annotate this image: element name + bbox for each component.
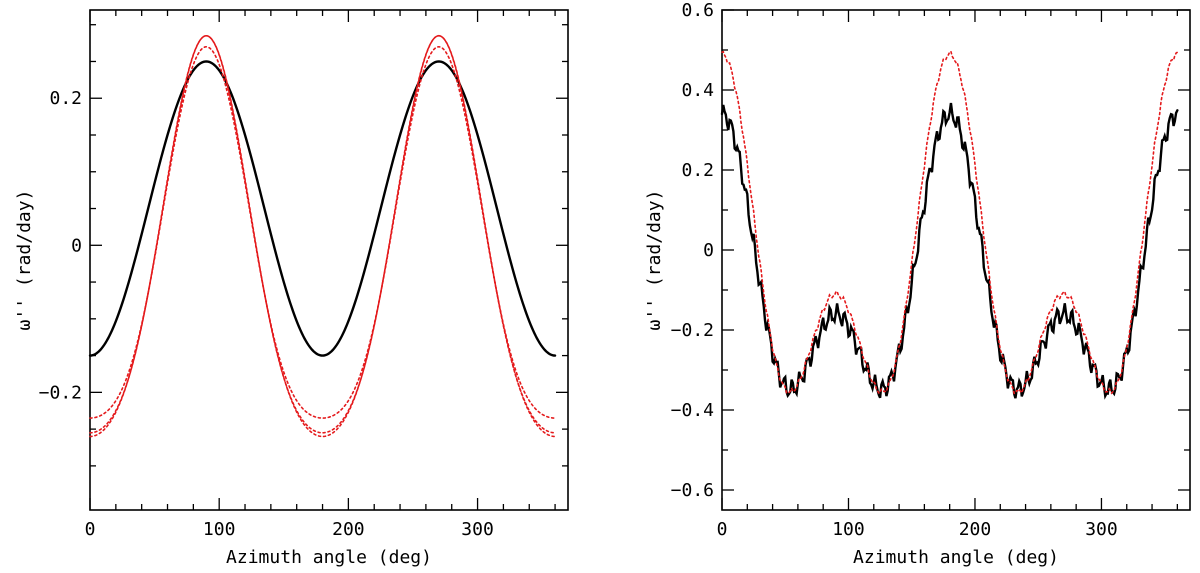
left-x-axis-title: Azimuth angle (deg) [226, 547, 432, 568]
right-x-tick-label: 0 [717, 519, 728, 540]
left-series-dotted-1 [89, 34, 556, 434]
right-ticks-group: 0 100 200 300 −0.6 −0.4 −0.2 0 0.2 0.4 0.6 [671, 0, 1190, 540]
right-y-tick-label: −0.6 [671, 480, 714, 501]
right-y-axis-title: ω'' (rad/day) [644, 190, 665, 331]
right-y-tick-label: 0.2 [681, 160, 714, 181]
left-y-axis-title: ω'' (rad/day) [14, 190, 35, 331]
left-plot-frame [89, 9, 569, 511]
left-x-tick-label: 0 [85, 519, 96, 540]
left-series-dotted-3 [89, 45, 556, 438]
right-x-tick-label: 100 [832, 519, 865, 540]
left-y-tick-label: 0 [71, 235, 82, 256]
left-x-tick-label: 300 [461, 519, 494, 540]
right-series-group [720, 50, 1179, 400]
right-plot-frame [721, 9, 1191, 511]
right-y-tick-label: −0.2 [671, 320, 714, 341]
left-x-tick-label: 100 [203, 519, 236, 540]
left-x-tick-label: 200 [332, 519, 365, 540]
right-x-tick-label: 300 [1085, 519, 1118, 540]
right-y-tick-label: 0.4 [681, 80, 714, 101]
right-y-tick-label: −0.4 [671, 400, 714, 421]
left-panel: 0 100 200 300 −0.2 0 0.2 Azimuth angle (deg) ω… [14, 9, 569, 568]
right-x-axis-title: Azimuth angle (deg) [853, 547, 1059, 568]
right-x-tick-label: 200 [959, 519, 992, 540]
left-y-tick-label: 0.2 [49, 88, 82, 109]
left-series-group [88, 34, 557, 438]
left-y-tick-label: −0.2 [39, 382, 82, 403]
left-series-solid [88, 60, 557, 357]
right-panel: 0 100 200 300 −0.6 −0.4 −0.2 0 0.2 0.4 0.6 Azimuth… [644, 0, 1191, 568]
left-ticks-group: 0 100 200 300 −0.2 0 0.2 [39, 10, 568, 540]
right-series-solid [720, 102, 1179, 400]
right-y-tick-label: 0 [703, 240, 714, 261]
right-series-dotted [721, 50, 1179, 395]
right-y-tick-label: 0.6 [681, 0, 714, 21]
